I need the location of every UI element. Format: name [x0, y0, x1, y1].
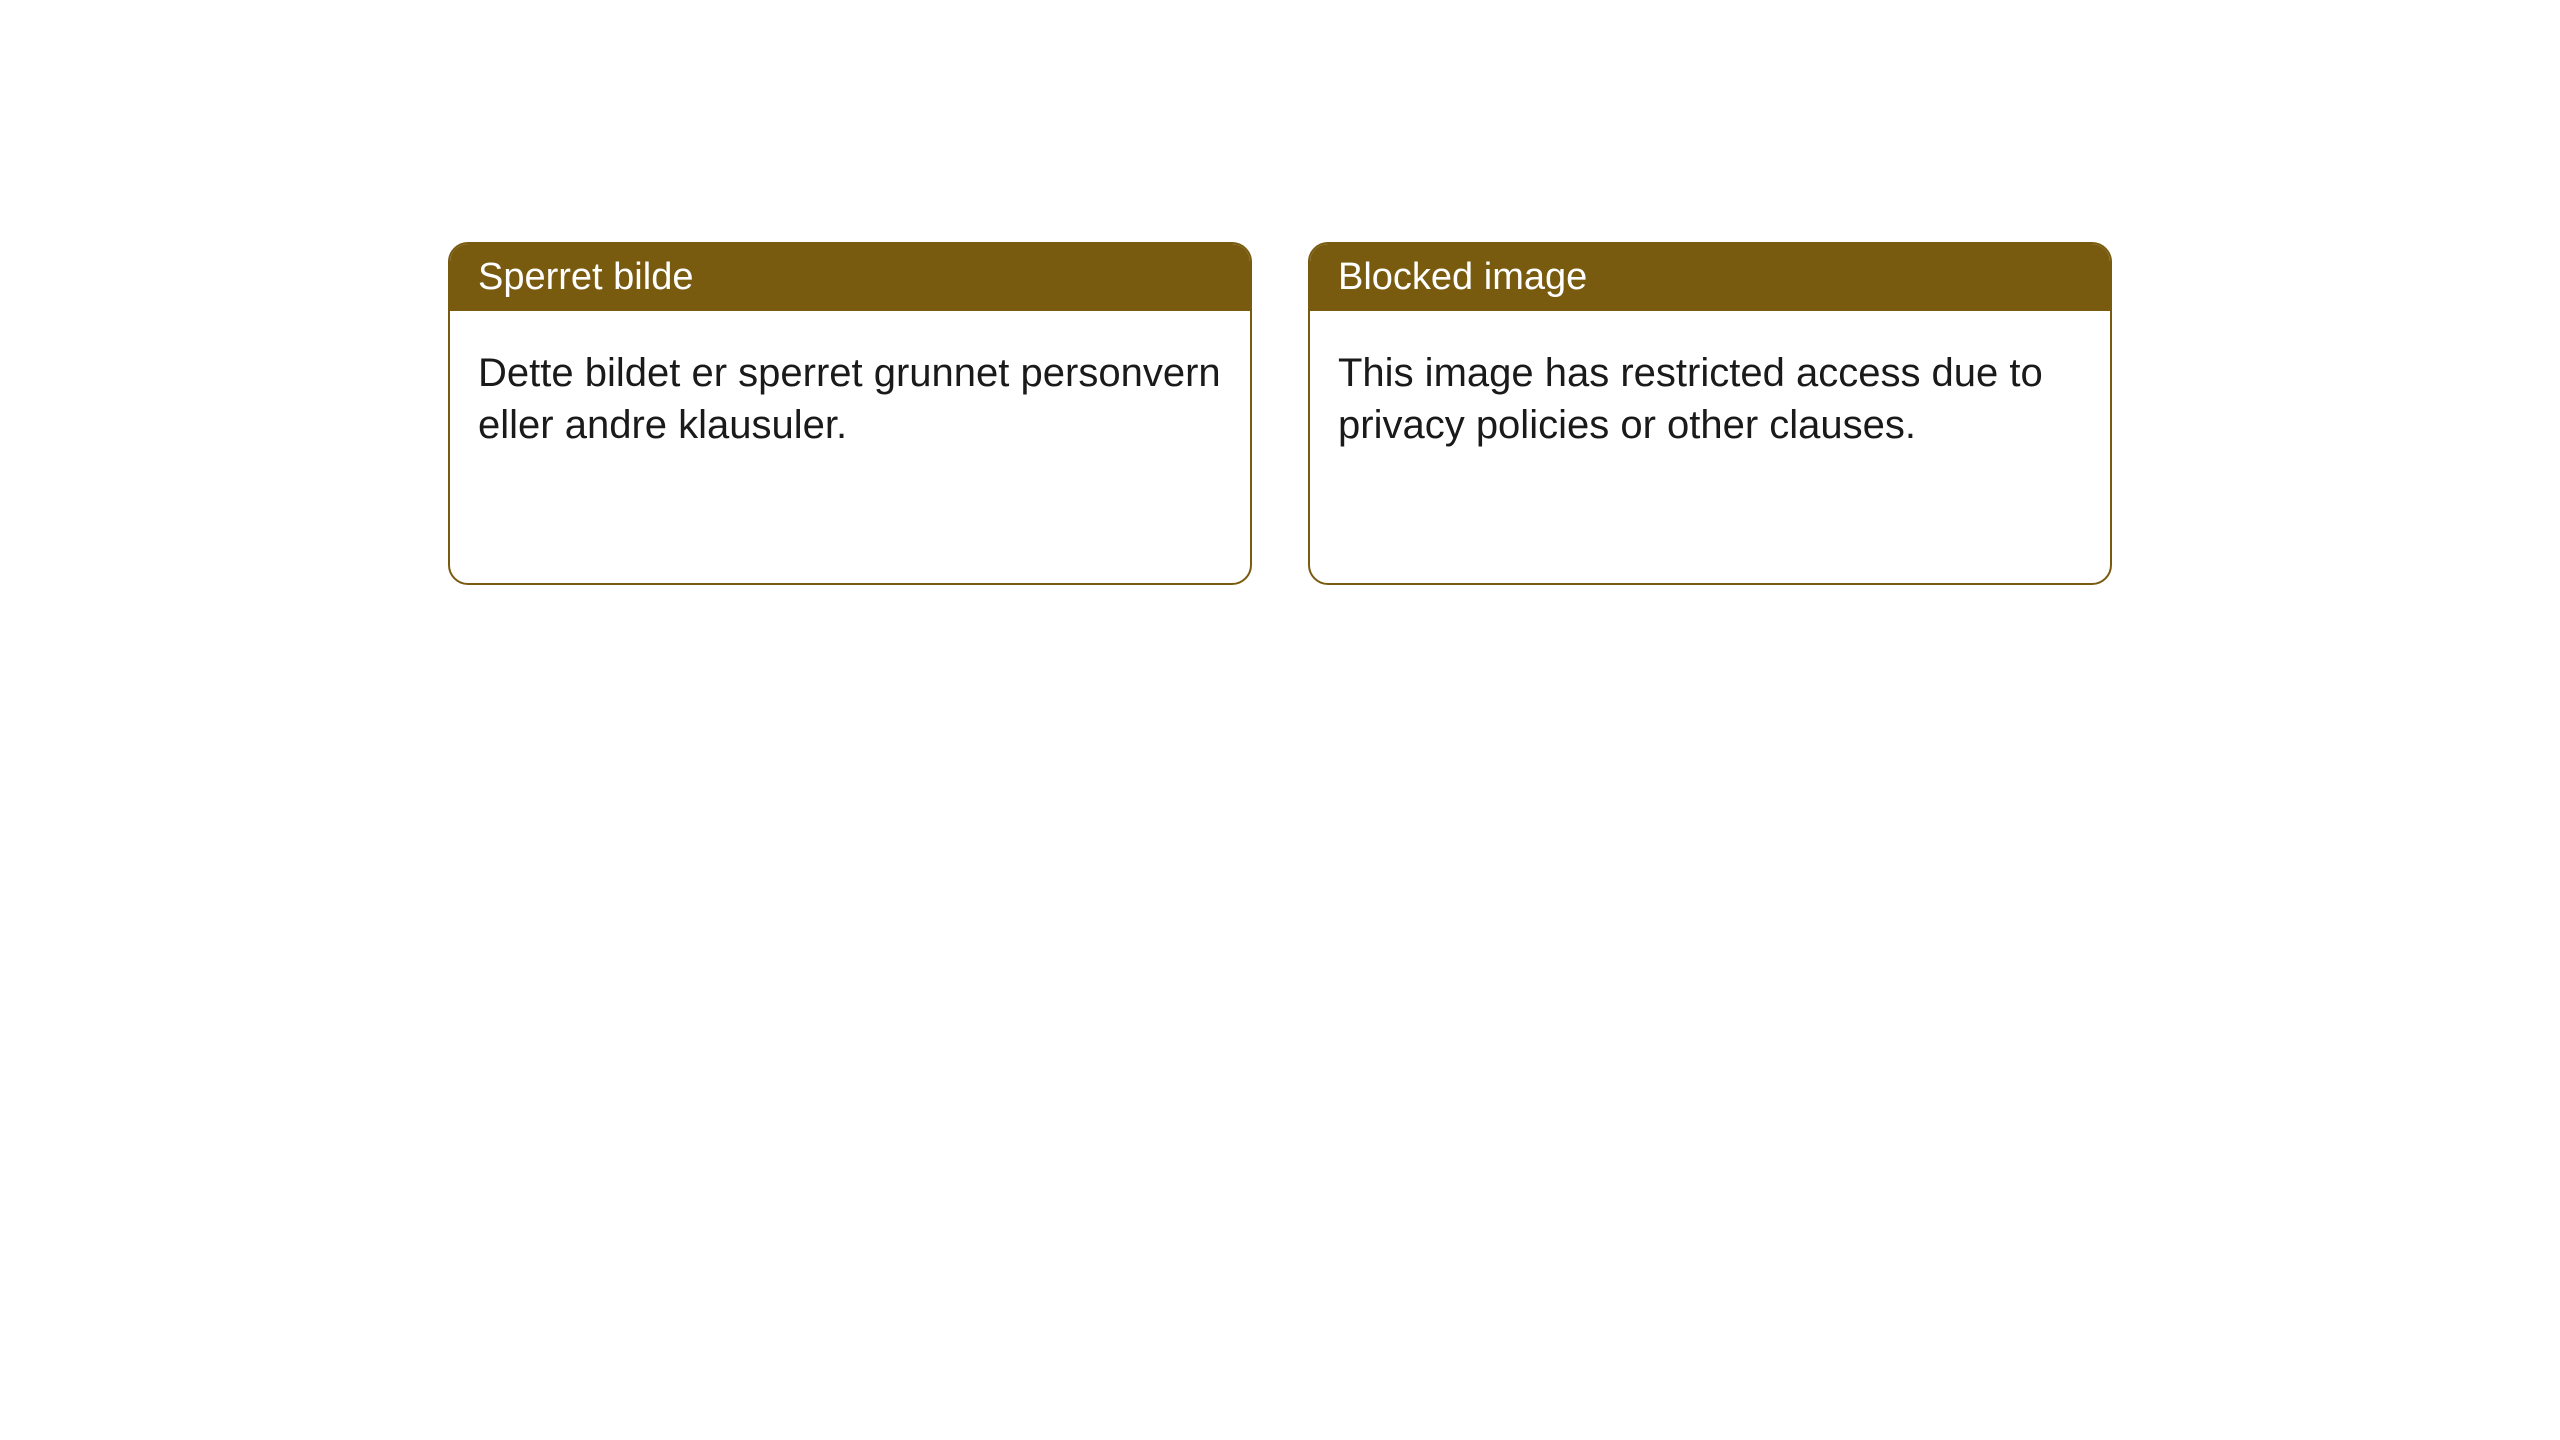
notice-body: Dette bildet er sperret grunnet personve… [450, 311, 1250, 583]
notice-title: Sperret bilde [450, 244, 1250, 311]
notice-card-norwegian: Sperret bilde Dette bildet er sperret gr… [448, 242, 1252, 585]
notice-card-english: Blocked image This image has restricted … [1308, 242, 2112, 585]
notice-body: This image has restricted access due to … [1310, 311, 2110, 583]
notices-container: Sperret bilde Dette bildet er sperret gr… [0, 0, 2560, 585]
notice-title: Blocked image [1310, 244, 2110, 311]
